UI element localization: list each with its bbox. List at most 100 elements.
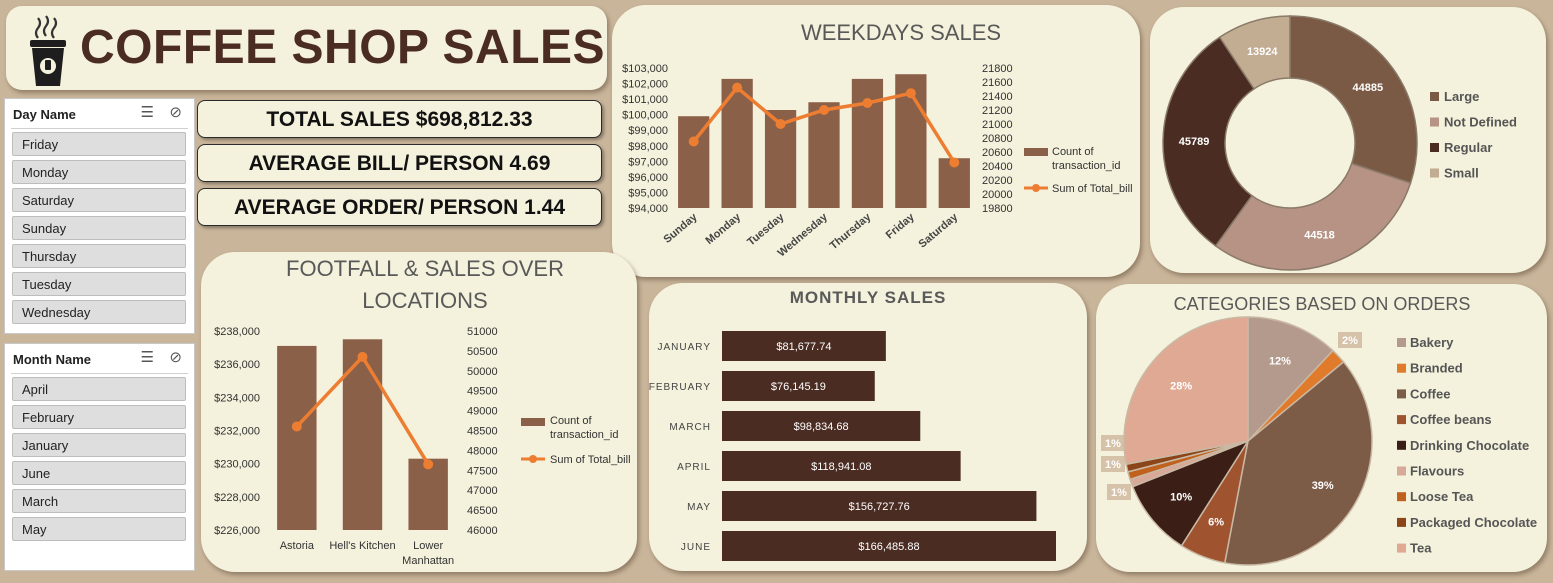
day-slicer-title: Day Name bbox=[13, 107, 76, 122]
y-right-tick-label: 46000 bbox=[467, 525, 498, 537]
data-label: 12% bbox=[1269, 355, 1291, 367]
data-label: 44885 bbox=[1353, 82, 1384, 94]
y-left-tick-label: $102,000 bbox=[622, 79, 668, 91]
y-left-tick-label: $103,000 bbox=[622, 63, 668, 75]
x-tick-label: Thursday bbox=[828, 211, 874, 253]
locations-panel: $226,000 $228,000 $230,000 $232,000 $234,000… bbox=[201, 252, 637, 572]
slicer-item-sunday[interactable]: Sunday bbox=[12, 216, 186, 240]
y-right-tick-label: 50500 bbox=[467, 346, 498, 358]
chart-title: MONTHLY SALES bbox=[790, 288, 947, 307]
y-right-tick-label: 47500 bbox=[467, 465, 498, 477]
bar-wednesday bbox=[808, 102, 840, 208]
legend-label: Coffee bbox=[1410, 386, 1450, 401]
chart-title: CATEGORIES BASED ON ORDERS bbox=[1174, 294, 1471, 314]
data-label: 39% bbox=[1312, 480, 1334, 492]
bar-march bbox=[722, 411, 921, 441]
line-point bbox=[732, 82, 743, 93]
x-tick-label: Monday bbox=[704, 211, 744, 247]
data-label-box bbox=[1101, 456, 1125, 472]
slice-bakery bbox=[1247, 316, 1334, 443]
y-left-tick-label: $238,000 bbox=[214, 326, 260, 338]
legend-swatch bbox=[1397, 517, 1406, 527]
line-point bbox=[291, 421, 302, 432]
data-label: 1% bbox=[1105, 459, 1121, 471]
line-point bbox=[423, 459, 434, 470]
slicer-item-june[interactable]: June bbox=[12, 461, 186, 485]
legend-label: Regular bbox=[1444, 140, 1492, 155]
data-label: $76,145.19 bbox=[771, 381, 826, 393]
data-label-box bbox=[1338, 332, 1362, 348]
multi-select-icon[interactable]: ☰ bbox=[140, 104, 154, 121]
legend-swatch-sum-point bbox=[529, 455, 537, 463]
clear-filter-icon[interactable]: ⊘ bbox=[169, 104, 182, 121]
data-label-box bbox=[1101, 435, 1125, 451]
bar-january bbox=[722, 331, 886, 361]
y-left-tick-label: $95,000 bbox=[628, 187, 668, 199]
legend-label-sum: Sum of Total_bill bbox=[1052, 183, 1133, 195]
y-right-tick-label: 19800 bbox=[982, 203, 1013, 215]
monthly-panel: MONTHLY SALES JANUARY $81,677.74 FEBRUARY $7… bbox=[649, 283, 1087, 571]
data-label: 45789 bbox=[1179, 136, 1210, 148]
bar-june bbox=[722, 531, 1056, 561]
chart-title: WEEKDAYS SALES bbox=[801, 20, 1001, 45]
slicer-item-april[interactable]: April bbox=[12, 377, 186, 401]
legend-label: Small bbox=[1444, 166, 1479, 181]
slicer-item-wednesday[interactable]: Wednesday bbox=[12, 300, 186, 324]
legend-label: Not Defined bbox=[1444, 115, 1517, 130]
legend-label: Drinking Chocolate bbox=[1410, 438, 1529, 453]
weekdays-chart: $94,000 $95,000 $96,000 $97,000 $98,000 $99,0… bbox=[622, 20, 1133, 259]
x-tick-label: Manhattan bbox=[402, 555, 454, 567]
y-right-tick-label: 47000 bbox=[467, 485, 498, 497]
x-tick-label: Sunday bbox=[661, 211, 700, 246]
slice-regular bbox=[1162, 36, 1256, 248]
size-panel: 44885 44518 45789 13924 Large Not Defined Regu… bbox=[1150, 7, 1546, 273]
legend-swatch bbox=[1397, 363, 1406, 373]
y-left-tick-label: $101,000 bbox=[622, 94, 668, 106]
slicer-item-friday[interactable]: Friday bbox=[12, 132, 186, 156]
locations-chart: $226,000 $228,000 $230,000 $232,000 $234,000… bbox=[214, 256, 630, 567]
x-tick-label: Tuesday bbox=[745, 211, 787, 249]
y-right-tick-label: 20200 bbox=[982, 175, 1013, 187]
slicer-item-saturday[interactable]: Saturday bbox=[12, 188, 186, 212]
data-label: 44518 bbox=[1304, 229, 1335, 241]
data-label: 13924 bbox=[1247, 46, 1278, 58]
day-slicer: Day Name ☰ ⊘ Friday Monday Saturday Sund… bbox=[4, 98, 195, 334]
categories-panel: CATEGORIES BASED ON ORDERS 12% 2% 39% 6% 10% 1… bbox=[1096, 284, 1547, 572]
x-tick-label: Lower bbox=[413, 540, 443, 552]
slicer-item-tuesday[interactable]: Tuesday bbox=[12, 272, 186, 296]
slicer-item-monday[interactable]: Monday bbox=[12, 160, 186, 184]
y-right-tick-label: 49500 bbox=[467, 386, 498, 398]
legend-label-count: transaction_id bbox=[1052, 160, 1121, 172]
slicer-item-march[interactable]: March bbox=[12, 489, 186, 513]
y-left-tick-label: $96,000 bbox=[628, 172, 668, 184]
slicer-item-thursday[interactable]: Thursday bbox=[12, 244, 186, 268]
y-left-tick-label: $226,000 bbox=[214, 525, 260, 537]
y-left-tick-label: $230,000 bbox=[214, 459, 260, 471]
legend-swatch bbox=[1430, 92, 1439, 101]
data-label: $166,485.88 bbox=[858, 541, 919, 553]
y-tick-label: APRIL bbox=[677, 462, 711, 473]
legend-label: Packaged Chocolate bbox=[1410, 515, 1537, 530]
legend-swatch bbox=[1430, 143, 1439, 152]
coffee-cup-icon bbox=[30, 15, 66, 86]
slicer-item-february[interactable]: February bbox=[12, 405, 186, 429]
y-left-tick-label: $94,000 bbox=[628, 203, 668, 215]
y-left-tick-label: $236,000 bbox=[214, 359, 260, 371]
y-left-tick-label: $232,000 bbox=[214, 426, 260, 438]
y-left-tick-label: $97,000 bbox=[628, 156, 668, 168]
bar-april bbox=[722, 451, 961, 481]
slice-coffee bbox=[1223, 360, 1373, 566]
clear-filter-icon[interactable]: ⊘ bbox=[169, 349, 182, 366]
multi-select-icon[interactable]: ☰ bbox=[140, 349, 154, 366]
y-tick-label: MARCH bbox=[669, 422, 711, 433]
bar-february bbox=[722, 371, 875, 401]
slice-large bbox=[1289, 15, 1418, 184]
y-right-tick-label: 21600 bbox=[982, 77, 1013, 89]
slicer-item-may[interactable]: May bbox=[12, 517, 186, 541]
data-label: $156,727.76 bbox=[849, 501, 910, 513]
slicer-item-january[interactable]: January bbox=[12, 433, 186, 457]
legend-swatch-sum-point bbox=[1032, 184, 1040, 192]
bar-sunday bbox=[678, 116, 710, 208]
legend-swatch bbox=[1397, 440, 1406, 450]
bar-lower-manhattan bbox=[408, 458, 448, 530]
